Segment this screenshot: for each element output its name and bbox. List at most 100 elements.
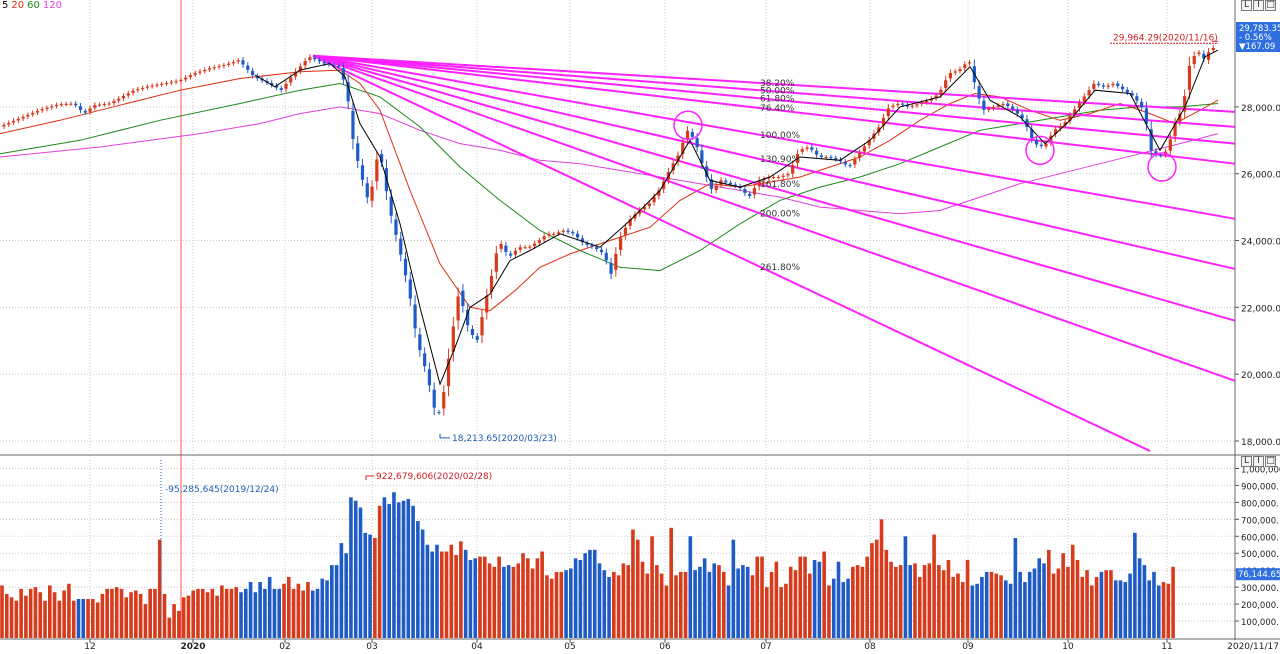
low-marker-line: [439, 433, 450, 439]
last-price-diff: ▼167.09: [1239, 42, 1275, 52]
volume-bar: [592, 549, 597, 638]
volume-bar: [277, 588, 282, 638]
volume-bar: [478, 556, 482, 638]
volume-bar: [659, 573, 664, 638]
candle-up: [489, 275, 494, 292]
candle-up: [212, 67, 216, 69]
volume-bar: [1090, 585, 1094, 638]
volume-bar: [927, 563, 932, 638]
price-grid: [0, 0, 1235, 455]
fan-line-5[interactable]: [312, 54, 1236, 270]
highlight-circle[interactable]: [1147, 152, 1177, 182]
fan-line-8[interactable]: [312, 54, 1151, 452]
volume-bar: [999, 575, 1003, 638]
candle-up: [494, 253, 498, 272]
candle-down: [509, 253, 513, 256]
panel-lock-button[interactable]: L: [1241, 456, 1252, 467]
highlight-circle[interactable]: [673, 110, 703, 141]
volume-bar: [497, 556, 501, 638]
candle-up: [188, 75, 193, 78]
fan-line-0[interactable]: [312, 54, 1236, 113]
panel-maximize-button[interactable]: □: [1265, 456, 1276, 467]
volume-bar: [1037, 558, 1042, 638]
candle-down: [733, 184, 737, 186]
candle-up: [1087, 90, 1091, 96]
volume-bar: [621, 563, 626, 638]
candle-down: [313, 57, 317, 60]
volume-tick-label: 900,000.: [1241, 482, 1279, 492]
last-price-badge[interactable]: [1236, 22, 1280, 52]
highlight-circle[interactable]: [1025, 135, 1055, 166]
panel-info-button[interactable]: I: [1253, 0, 1264, 11]
candle-up: [1106, 85, 1110, 87]
volume-bar: [1166, 583, 1171, 638]
fan-line-6[interactable]: [312, 54, 1236, 322]
fan-line-4[interactable]: [312, 54, 1236, 220]
volume-bar: [172, 604, 176, 638]
candle-down: [843, 161, 847, 165]
volume-bar: [1042, 563, 1046, 638]
panel-lock-button[interactable]: L: [1241, 0, 1252, 11]
candle-down: [566, 230, 570, 232]
panel-info-button[interactable]: I: [1253, 456, 1264, 467]
fan-line-1[interactable]: [312, 54, 1236, 128]
ma-legend-120[interactable]: 120: [42, 0, 62, 11]
candle-down: [470, 329, 475, 335]
panel-maximize-button[interactable]: □: [1265, 0, 1276, 11]
fan-line-3[interactable]: [312, 54, 1236, 165]
candle-up: [375, 159, 379, 182]
candle-up: [231, 61, 236, 64]
candle-up: [174, 81, 178, 83]
ma-legend-5[interactable]: 5: [2, 0, 9, 11]
candle-down: [580, 238, 584, 243]
volume-bar: [817, 561, 822, 638]
volume-bar: [0, 585, 4, 638]
candle-up: [1206, 52, 1211, 60]
price-tick-label: 20,000.00: [1241, 371, 1280, 381]
volume-bar: [363, 532, 368, 638]
candle-up: [886, 108, 890, 117]
candle-up: [1058, 126, 1062, 129]
volume-bar: [48, 585, 52, 638]
volume-bar: [1094, 576, 1099, 638]
fibonacci-fan[interactable]: 38.20%50.00%61.80%76.40% 100.00% 130.90% 16…: [312, 54, 1236, 452]
candle-up: [1063, 122, 1067, 126]
fan-line-7[interactable]: [312, 54, 1236, 382]
volume-bar: [181, 597, 186, 638]
candle-up: [164, 83, 169, 85]
candle-up: [193, 73, 197, 75]
fan-line-2[interactable]: [312, 54, 1236, 145]
volume-bar: [803, 556, 807, 638]
volume-bar: [229, 588, 234, 638]
volume-bar: [922, 565, 927, 638]
candle-down: [700, 150, 704, 164]
candle-down: [815, 150, 819, 155]
volume-bar: [134, 590, 138, 638]
candle-down: [829, 157, 833, 158]
volume-bar: [860, 566, 865, 638]
ma5-path: [254, 49, 1219, 386]
candle-up: [1092, 83, 1096, 89]
volume-bar: [612, 571, 616, 638]
volume-bar: [616, 575, 621, 638]
volume-bar: [325, 580, 329, 638]
volume-bar: [177, 610, 181, 638]
candle-down: [413, 304, 417, 329]
volume-bar: [459, 541, 463, 638]
fan-level-label: 130.90%: [760, 155, 800, 165]
candle-down: [1130, 92, 1134, 96]
candle-down: [475, 336, 479, 340]
ma-legend-20[interactable]: 20: [11, 0, 25, 11]
highlight-circles[interactable]: [673, 110, 1177, 182]
candle-up: [26, 114, 30, 117]
price-plot-area: [0, 0, 1235, 455]
last-volume-badge[interactable]: [1236, 568, 1280, 581]
ma-legend-60[interactable]: 60: [27, 0, 40, 11]
volume-bar: [148, 588, 152, 638]
volume-bar: [9, 597, 14, 638]
candle-up: [786, 174, 790, 176]
volume-bar: [129, 592, 133, 638]
period-high-label: 29,964.29(2020/11/16): [1113, 33, 1218, 43]
fan-level-label: 261.80%: [760, 263, 800, 273]
volume-bar: [712, 563, 717, 638]
